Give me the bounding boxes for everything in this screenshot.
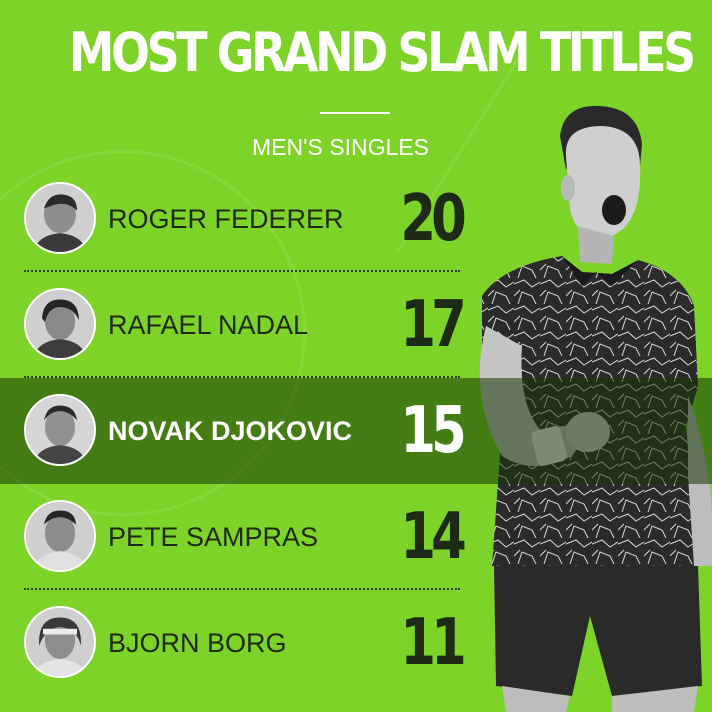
title-count: 14 bbox=[400, 500, 466, 574]
avatar-portrait bbox=[26, 502, 94, 570]
ranking-row-highlighted: NOVAK DJOKOVIC 15 bbox=[0, 378, 712, 484]
row-divider bbox=[24, 270, 460, 272]
title-count: 15 bbox=[400, 394, 466, 468]
ranking-row: ROGER FEDERER 20 bbox=[0, 166, 712, 272]
player-avatar bbox=[24, 394, 96, 466]
ranking-row: PETE SAMPRAS 14 bbox=[0, 484, 712, 590]
title-count: 20 bbox=[400, 182, 466, 256]
player-name: PETE SAMPRAS bbox=[108, 522, 319, 552]
title-count: 11 bbox=[400, 606, 466, 680]
player-avatar bbox=[24, 606, 96, 678]
player-avatar bbox=[24, 288, 96, 360]
title-underline bbox=[320, 112, 390, 114]
player-avatar bbox=[24, 500, 96, 572]
ranking-row: BJORN BORG 11 bbox=[0, 590, 712, 696]
player-avatar bbox=[24, 182, 96, 254]
player-name: BJORN BORG bbox=[108, 628, 287, 658]
row-divider bbox=[24, 588, 460, 590]
player-name: ROGER FEDERER bbox=[108, 204, 344, 234]
chart-title: MOST GRAND SLAM TITLES bbox=[68, 21, 697, 84]
player-name: NOVAK DJOKOVIC bbox=[108, 416, 353, 446]
title-count: 17 bbox=[400, 288, 466, 362]
avatar-portrait bbox=[26, 184, 94, 252]
avatar-portrait bbox=[26, 608, 94, 676]
player-name: RAFAEL NADAL bbox=[108, 310, 309, 340]
chart-subtitle: MEN'S SINGLES bbox=[252, 134, 429, 160]
avatar-portrait bbox=[26, 290, 94, 358]
row-divider bbox=[24, 376, 460, 378]
avatar-portrait bbox=[26, 396, 94, 464]
ranking-row: RAFAEL NADAL 17 bbox=[0, 272, 712, 378]
